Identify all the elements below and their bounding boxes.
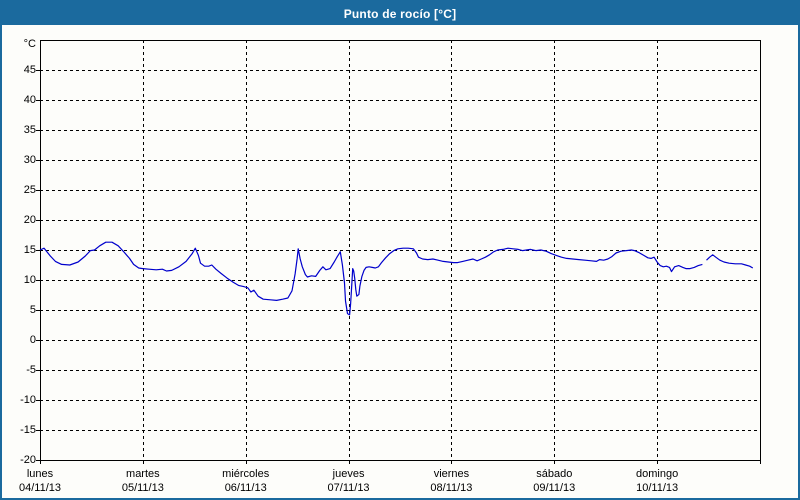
y-tick-label: -10 xyxy=(20,393,36,406)
y-tick-label: -20 xyxy=(20,453,36,466)
x-day-label: sábado xyxy=(536,468,573,480)
y-tick-label: 40 xyxy=(23,93,36,106)
y-tick-label: 15 xyxy=(23,243,36,256)
x-day-label: martes xyxy=(126,468,160,480)
x-day-label: jueves xyxy=(332,468,365,480)
chart-area: °C 45 40 35 30 25 20 15 10 5 0 -5 -10 -15 -20 lunes 04/… xyxy=(2,25,798,498)
x-day-label: miércoles xyxy=(222,468,270,480)
x-day-label: domingo xyxy=(636,468,679,480)
x-date-label: 06/11/13 xyxy=(224,482,267,494)
chart-title-bar: Punto de rocío [°C] xyxy=(2,2,798,25)
x-date-label: 05/11/13 xyxy=(121,482,164,494)
x-date-label: 08/11/13 xyxy=(430,482,473,494)
y-tick-label: 35 xyxy=(23,123,36,136)
x-date-label: 10/11/13 xyxy=(636,482,679,494)
chart-title: Punto de rocío [°C] xyxy=(343,6,457,21)
x-date-label: 04/11/13 xyxy=(18,482,61,494)
y-tick-label: 25 xyxy=(23,183,36,196)
y-tick-label: 20 xyxy=(23,213,36,226)
y-axis-unit-label: °C xyxy=(23,38,36,50)
y-tick-label: 0 xyxy=(29,333,36,346)
y-tick-label: -15 xyxy=(20,423,36,436)
x-date-label: 07/11/13 xyxy=(327,482,370,494)
dew-point-line-chart xyxy=(36,40,761,464)
x-day-label: lunes xyxy=(26,468,54,480)
y-tick-label: 10 xyxy=(23,273,36,286)
y-tick-label: 45 xyxy=(23,63,36,76)
dew-point-series-line xyxy=(39,241,703,316)
y-tick-label: 30 xyxy=(23,153,36,166)
dew-point-series-line xyxy=(706,254,754,269)
x-date-label: 09/11/13 xyxy=(533,482,576,494)
plot-border xyxy=(40,40,761,461)
y-tick-label: -5 xyxy=(26,363,36,376)
y-tick-label: 5 xyxy=(29,303,36,316)
x-day-label: viernes xyxy=(433,468,470,480)
